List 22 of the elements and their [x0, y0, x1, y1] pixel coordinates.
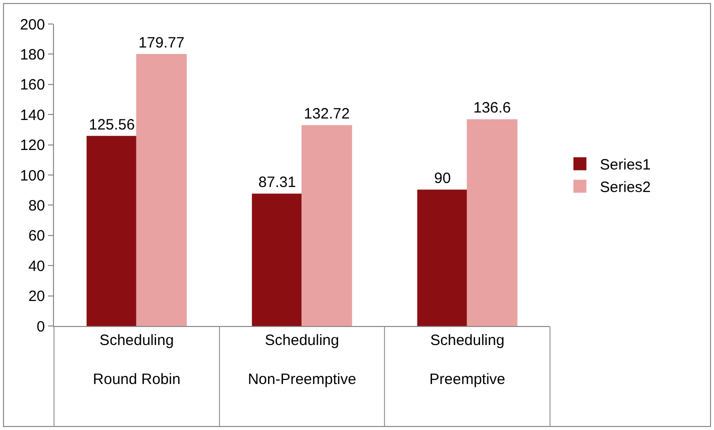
y-tick-label: 120	[20, 137, 45, 154]
data-label: 87.31	[258, 174, 296, 192]
y-tick-label: 80	[28, 197, 45, 214]
y-tick-label: 140	[20, 106, 45, 124]
y-tick-label: 40	[28, 258, 45, 275]
y-tick-label: 160	[20, 76, 45, 94]
data-label: 125.56	[88, 116, 135, 134]
data-label: 136.6	[473, 100, 511, 117]
y-tick-label: 0	[36, 318, 45, 336]
data-label: 90	[434, 170, 451, 188]
y-tick-label: 60	[28, 228, 45, 245]
legend-label: Series1	[600, 156, 651, 174]
y-tick-label: 200	[20, 16, 45, 34]
y-tick-label: 180	[20, 46, 45, 64]
data-label: 179.77	[138, 34, 184, 52]
y-tick-label: 20	[28, 288, 45, 306]
category-label: Scheduling Round Robin	[92, 332, 180, 388]
category-label: Scheduling Preemptive	[429, 332, 506, 388]
legend-label: Series2	[600, 179, 651, 196]
data-label: 132.72	[304, 106, 350, 123]
category-label: Scheduling Non-Preemptive	[248, 332, 356, 388]
y-tick-label: 100	[20, 167, 45, 184]
